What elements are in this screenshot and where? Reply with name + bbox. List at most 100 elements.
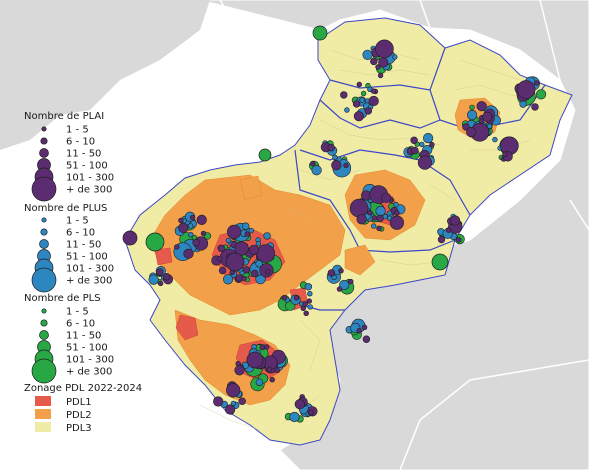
plai-symbol [502,151,508,157]
plai-symbol [466,127,477,138]
plai-symbol [450,215,461,226]
plai-symbol [368,95,379,107]
legend-plai-label: 101 - 300 [66,173,114,184]
legend-pls-title: Nombre de PLS [24,293,101,304]
plai-symbol [336,286,343,292]
plus-symbol [371,223,377,229]
plai-symbol [377,72,384,79]
legend-pls-label: 101 - 300 [66,355,114,366]
plai-symbol [371,215,377,221]
plus-symbol [223,274,234,285]
plai-symbol [256,244,276,263]
plus-symbol [187,223,194,229]
plai-symbol [456,237,462,243]
plai-symbol [327,144,335,152]
legend-swatch-pdl1 [35,396,51,406]
plai-symbol [264,269,271,275]
plai-symbol [259,344,265,351]
legend-plai-symbol [40,137,48,145]
legend-plus-label: 1 - 5 [66,216,89,227]
plus-symbol [248,227,255,234]
plus-symbol [304,283,313,291]
plus-symbol [344,107,350,113]
legend-plus-label: + de 300 [66,276,112,287]
plai-symbol [437,235,446,244]
legend-pls-label: 11 - 50 [66,331,101,342]
legend-pls-label: 6 - 10 [66,319,95,330]
plai-symbol [213,396,224,407]
plai-symbol [294,399,305,410]
plai-symbol [410,136,418,145]
legend-plus-label: 101 - 300 [66,264,114,275]
plus-symbol [423,133,434,144]
plai-symbol [225,404,236,415]
plai-symbol [274,367,280,373]
plai-symbols [122,39,540,417]
plai-symbol [264,344,270,350]
plus-symbol [392,54,398,60]
legend-label-pdl2: PDL2 [66,410,92,421]
plus-symbol [393,201,399,208]
plai-symbol [234,241,249,256]
plai-symbol [242,266,251,274]
plus-symbol [225,237,232,244]
plai-symbol [196,214,207,225]
plai-symbol [251,269,259,278]
legend-plai-label: 11 - 50 [66,149,101,160]
legend-plai-symbol [41,126,47,132]
legend-plus-symbol [41,217,47,223]
legend-label-pdl1: PDL1 [66,397,92,408]
legend-plus-label: 51 - 100 [66,252,108,263]
legend-plus-title: Nombre de PLUS [24,203,107,214]
legend-plai-symbol [39,148,49,158]
neighbor-land [199,0,589,470]
plai-symbol [376,225,382,232]
plai-symbol [189,214,196,221]
legend-plai-label: + de 300 [66,185,112,196]
plai-symbol [331,160,342,171]
plai-symbol [367,210,373,216]
pls-symbol-large [431,253,449,271]
plai-symbol [340,91,348,99]
plai-symbol [217,244,225,253]
plai-symbol [348,278,354,285]
plai-symbol [356,328,362,334]
legend-plus-symbol [40,228,48,236]
plai-symbol [241,275,247,282]
legend-swatch-pdl2 [35,409,51,419]
plai-symbol [178,217,184,224]
legend-pls-label: 51 - 100 [66,343,108,354]
pls-symbol [535,89,547,100]
legend-plai-symbol [31,176,57,202]
legend-label-pdl3: PDL3 [66,423,92,434]
plai-symbol [356,214,367,225]
plai-symbol [389,215,405,230]
legend-pls-symbol [31,358,57,384]
plai-symbol [362,335,371,343]
plai-symbol [353,111,365,122]
plai-symbol [200,230,207,237]
plus-symbol [255,240,262,247]
legend-plus-label: 6 - 10 [66,228,95,239]
plai-symbol [192,239,200,247]
pls-symbol-large [312,25,328,41]
plai-symbol [516,80,536,99]
legend-pls-symbol [39,330,49,340]
plus-symbol [251,344,257,350]
plai-symbol [375,39,394,59]
plus-symbol [255,260,263,268]
plai-symbol [533,80,540,86]
plai-symbol [531,103,539,111]
plus-symbol [148,274,159,285]
plai-symbol [174,244,180,250]
plai-symbol [356,81,362,88]
pls-symbol-large [145,232,165,252]
plai-symbol [217,256,223,262]
plus-symbol [362,49,373,60]
plus-symbol [263,232,271,240]
plus-symbol [242,222,250,230]
plai-symbol [183,248,194,259]
pls-symbol [469,104,475,111]
